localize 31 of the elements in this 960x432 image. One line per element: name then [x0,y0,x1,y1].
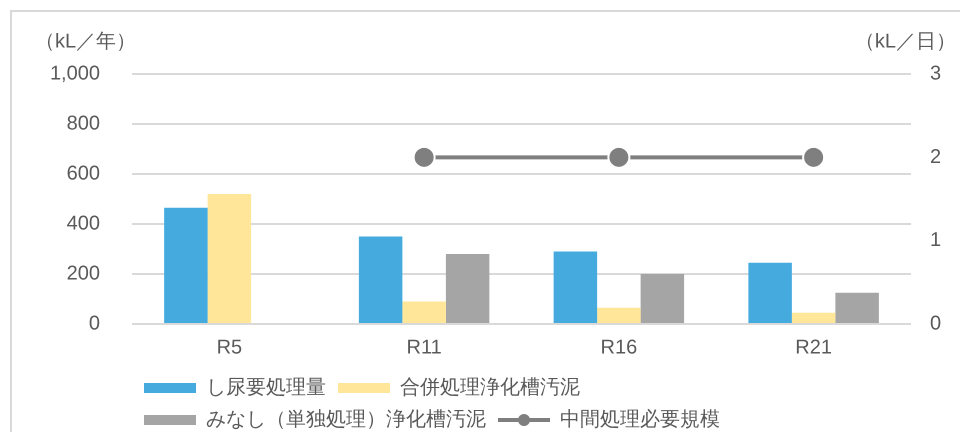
bar [402,302,446,323]
bar [748,262,792,323]
x-tick-label: R11 [406,336,442,359]
y2-tick-label: 2 [930,146,942,168]
x-tick-label: R5 [216,336,242,359]
y-tick-label: 400 [66,212,100,235]
legend-label: 合併処理浄化槽汚泥 [400,376,580,399]
y-axis-title: （kL／年） [35,30,136,53]
bar [640,274,684,323]
y-tick-label: 0 [88,312,100,335]
legend-label: し尿要処理量 [206,376,326,399]
bar [835,292,879,323]
y-tick-label: 600 [66,162,100,185]
y-tick-label: 1,000 [50,62,100,85]
bar [164,208,208,323]
bar [446,254,490,323]
y2-axis-title: （kL／日） [854,30,956,53]
legend-label: 中間処理必要規模 [560,408,720,431]
bar [554,252,598,323]
bar [597,308,641,323]
bar [358,236,402,323]
bar [208,194,252,323]
x-tick-label: R16 [600,336,638,359]
y2-tick-label: 3 [930,62,942,85]
y-tick-label: 200 [66,262,100,285]
bar [792,312,836,323]
y2-tick-label: 0 [930,312,942,335]
y2-tick-label: 1 [930,229,942,252]
y-tick-label: 800 [66,112,100,135]
x-tick-label: R21 [795,336,832,359]
legend-label: みなし（単独処理）浄化槽汚泥 [206,408,486,431]
